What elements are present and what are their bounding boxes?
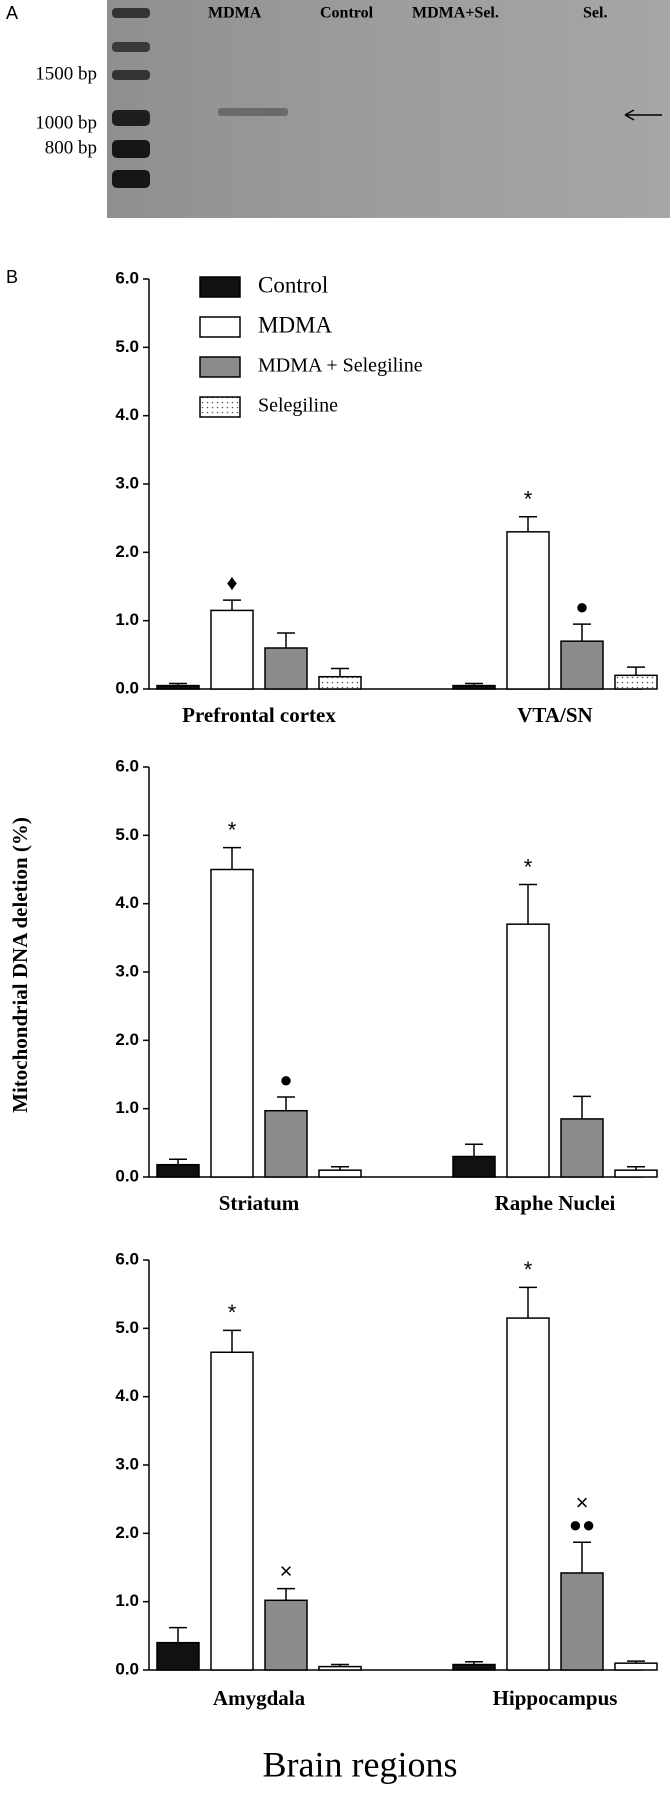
panel-label: B: [6, 267, 18, 287]
bar: [614, 674, 658, 690]
significance-marker: ●: [279, 1067, 292, 1092]
significance-marker: ×: [576, 1490, 589, 1515]
y-tick-label: 5.0: [115, 337, 139, 356]
bar: [264, 1109, 308, 1178]
lane-label: MDMA: [208, 5, 262, 22]
significance-marker: *: [524, 854, 533, 879]
significance-marker: ●: [575, 594, 588, 619]
y-tick-label: 4.0: [115, 893, 139, 912]
y-tick-label: 6.0: [115, 756, 139, 775]
size-label: 800 bp: [45, 137, 97, 158]
legend-swatch: [199, 276, 241, 298]
y-tick-label: 5.0: [115, 1318, 139, 1337]
y-tick-label: 1.0: [115, 610, 139, 629]
y-tick-label: 0.0: [115, 1166, 139, 1185]
y-tick-label: 3.0: [115, 1454, 139, 1473]
y-tick-label: 4.0: [115, 405, 139, 424]
bar: [614, 1662, 658, 1671]
x-tick-label: Hippocampus: [493, 1686, 618, 1710]
lane-label: Control: [320, 5, 374, 22]
bar: [614, 1169, 658, 1178]
bar: [506, 531, 550, 690]
y-tick-label: 3.0: [115, 961, 139, 980]
y-tick-label: 6.0: [115, 268, 139, 287]
bar: [318, 1665, 362, 1671]
y-tick-label: 2.0: [115, 1030, 139, 1049]
significance-marker: *: [228, 817, 237, 842]
bar: [156, 1641, 200, 1671]
bar: [210, 868, 254, 1178]
y-tick-label: 3.0: [115, 473, 139, 492]
significance-marker: *: [524, 487, 533, 512]
y-axis-label: Mitochondrial DNA deletion (%): [8, 817, 32, 1113]
y-tick-label: 2.0: [115, 542, 139, 561]
x-tick-label: Amygdala: [213, 1686, 306, 1710]
y-tick-label: 0.0: [115, 678, 139, 697]
size-label: 1000 bp: [35, 112, 97, 133]
panel-label: A: [6, 3, 18, 23]
y-tick-label: 4.0: [115, 1386, 139, 1405]
bar: [452, 684, 496, 690]
y-tick-label: 5.0: [115, 825, 139, 844]
y-tick-label: 2.0: [115, 1523, 139, 1542]
x-tick-label: VTA/SN: [517, 703, 592, 727]
lane-label: MDMA+Sel.: [412, 5, 499, 22]
bar: [452, 1663, 496, 1671]
bar: [318, 675, 362, 690]
x-tick-label: Prefrontal cortex: [182, 703, 336, 727]
bar: [506, 1317, 550, 1671]
bar: [560, 1572, 604, 1671]
bar: [210, 609, 254, 690]
bar: [156, 1163, 200, 1178]
legend-swatch: [199, 356, 241, 378]
bar: [264, 1599, 308, 1671]
bar: [264, 647, 308, 690]
bar: [156, 684, 200, 690]
bar: [560, 1118, 604, 1178]
significance-marker: *: [228, 1300, 237, 1325]
significance-marker: *: [524, 1257, 533, 1282]
x-tick-label: Striatum: [219, 1191, 300, 1215]
legend-label: Selegiline: [258, 395, 338, 417]
x-tick-label: Raphe Nuclei: [495, 1191, 616, 1215]
bar: [506, 923, 550, 1178]
bar: [560, 640, 604, 690]
legend-swatch: [199, 396, 241, 418]
y-tick-label: 1.0: [115, 1591, 139, 1610]
bar: [452, 1155, 496, 1178]
bar: [210, 1351, 254, 1671]
significance-marker: ●●: [569, 1512, 596, 1537]
y-tick-label: 1.0: [115, 1098, 139, 1117]
y-tick-label: 6.0: [115, 1249, 139, 1268]
y-tick-label: 0.0: [115, 1659, 139, 1678]
bar: [318, 1169, 362, 1178]
lane-label: Sel.: [583, 5, 607, 22]
significance-marker: ×: [280, 1558, 293, 1583]
legend-swatch: [199, 316, 241, 338]
x-axis-label: Brain regions: [263, 1744, 458, 1784]
gel: [107, 0, 670, 218]
legend-label: MDMA: [258, 312, 333, 337]
legend-label: Control: [258, 272, 328, 297]
size-label: 1500 bp: [35, 63, 97, 84]
significance-marker: ♦: [226, 570, 237, 595]
legend-label: MDMA + Selegiline: [258, 355, 423, 377]
